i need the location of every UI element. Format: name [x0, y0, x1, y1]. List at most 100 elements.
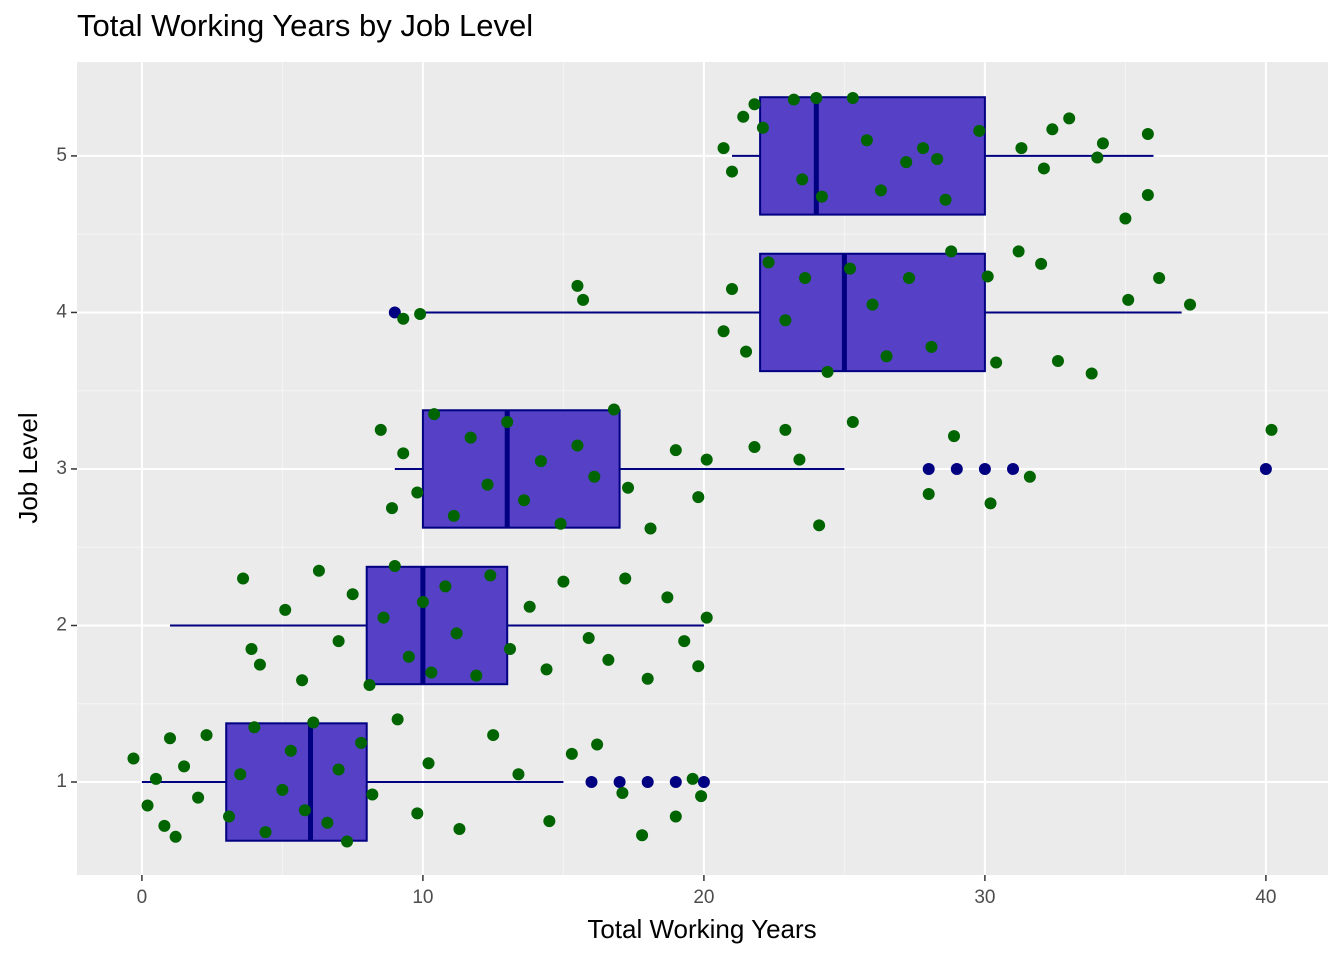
- x-tick-label: 40: [1255, 887, 1276, 908]
- jitter-point: [1037, 162, 1050, 175]
- jitter-point: [565, 747, 578, 760]
- jitter-point: [341, 835, 354, 848]
- jitter-point: [1122, 293, 1135, 306]
- jitter-point: [717, 142, 730, 155]
- jitter-point: [540, 663, 553, 676]
- jitter-point: [619, 572, 632, 585]
- jitter-point: [1012, 245, 1025, 258]
- y-tick-label: 5: [56, 145, 67, 166]
- jitter-point: [296, 674, 309, 687]
- jitter-point: [178, 760, 191, 773]
- jitter-point: [1184, 298, 1197, 311]
- jitter-point: [756, 121, 769, 134]
- jitter-point: [523, 600, 536, 613]
- jitter-point: [866, 298, 879, 311]
- jitter-point: [127, 752, 140, 765]
- jitter-point: [534, 455, 547, 468]
- jitter-point: [1015, 142, 1028, 155]
- jitter-point: [402, 650, 415, 663]
- jitter-point: [945, 245, 958, 258]
- x-tick-label: 10: [412, 887, 433, 908]
- jitter-point: [464, 431, 477, 444]
- jitter-point: [512, 768, 525, 781]
- box: [759, 96, 986, 216]
- jitter-point: [799, 272, 812, 285]
- jitter-point: [543, 815, 556, 828]
- outlier: [585, 776, 598, 789]
- jitter-point: [428, 408, 441, 421]
- jitter-point: [397, 312, 410, 325]
- box: [225, 722, 368, 842]
- jitter-point: [737, 110, 750, 123]
- outlier: [1259, 462, 1272, 475]
- jitter-point: [947, 430, 960, 443]
- jitter-point: [903, 272, 916, 285]
- jitter-point: [748, 441, 761, 454]
- jitter-point: [810, 92, 823, 105]
- x-tick-label: 30: [974, 887, 995, 908]
- jitter-point: [588, 470, 601, 483]
- jitter-point: [984, 497, 997, 510]
- jitter-point: [1141, 128, 1154, 141]
- jitter-point: [607, 403, 620, 416]
- jitter-point: [880, 350, 893, 363]
- jitter-point: [391, 713, 404, 726]
- jitter-point: [237, 572, 250, 585]
- jitter-point: [602, 653, 615, 666]
- box: [421, 409, 621, 529]
- jitter-point: [815, 190, 828, 203]
- jitter-point: [1119, 212, 1132, 225]
- jitter-point: [1096, 137, 1109, 150]
- jitter-point: [363, 678, 376, 691]
- jitter-point: [1091, 151, 1104, 164]
- jitter-point: [411, 807, 424, 820]
- y-tick-label: 1: [56, 771, 67, 792]
- jitter-point: [557, 575, 570, 588]
- jitter-point: [377, 611, 390, 624]
- jitter-point: [422, 757, 435, 770]
- jitter-point: [678, 635, 691, 648]
- jitter-point: [1153, 272, 1166, 285]
- jitter-point: [641, 672, 654, 685]
- x-tick-label: 20: [693, 887, 714, 908]
- jitter-point: [636, 829, 649, 842]
- jitter-point: [692, 491, 705, 504]
- jitter-point: [397, 447, 410, 460]
- jitter-point: [1063, 112, 1076, 125]
- jitter-point: [374, 423, 387, 436]
- jitter-point: [973, 124, 986, 137]
- outlier: [1007, 462, 1020, 475]
- jitter-point: [748, 98, 761, 111]
- jitter-point: [470, 669, 483, 682]
- outlier: [669, 776, 682, 789]
- outlier: [388, 306, 401, 319]
- jitter-point: [164, 732, 177, 745]
- jitter-point: [279, 603, 292, 616]
- y-tick-label: 2: [56, 615, 67, 636]
- jitter-point: [990, 356, 1003, 369]
- jitter-point: [332, 763, 345, 776]
- jitter-point: [779, 314, 792, 327]
- jitter-point: [981, 270, 994, 283]
- jitter-point: [253, 658, 266, 671]
- jitter-point: [700, 611, 713, 624]
- jitter-point: [644, 522, 657, 535]
- jitter-point: [385, 502, 398, 515]
- jitter-point: [686, 772, 699, 785]
- jitter-point: [284, 744, 297, 757]
- outlier: [641, 776, 654, 789]
- jitter-point: [1265, 423, 1278, 436]
- jitter-point: [844, 262, 857, 275]
- jitter-point: [571, 439, 584, 452]
- jitter-point: [192, 791, 205, 804]
- x-tick-label: 0: [137, 887, 148, 908]
- jitter-point: [726, 282, 739, 295]
- jitter-point: [1035, 257, 1048, 270]
- jitter-point: [669, 444, 682, 457]
- jitter-point: [874, 184, 887, 197]
- jitter-point: [717, 325, 730, 338]
- jitter-point: [234, 768, 247, 781]
- jitter-point: [223, 810, 236, 823]
- jitter-point: [158, 819, 171, 832]
